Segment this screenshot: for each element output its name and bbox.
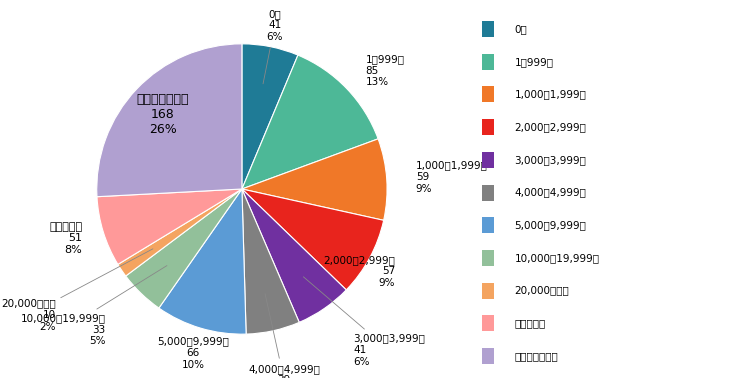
- Wedge shape: [125, 189, 242, 308]
- Wedge shape: [242, 189, 299, 334]
- Text: 4,000〜4,999円
39
6%: 4,000〜4,999円 39 6%: [248, 294, 320, 378]
- Text: 10,000〜19,999円: 10,000〜19,999円: [514, 253, 600, 263]
- FancyBboxPatch shape: [482, 54, 494, 70]
- FancyBboxPatch shape: [482, 21, 494, 37]
- Text: わからない
51
8%: わからない 51 8%: [49, 222, 82, 255]
- FancyBboxPatch shape: [482, 250, 494, 266]
- Text: わからない: わからない: [514, 318, 546, 328]
- Text: 0円: 0円: [514, 24, 527, 34]
- FancyBboxPatch shape: [482, 348, 494, 364]
- Text: 2,000〜2,999円
57
9%: 2,000〜2,999円 57 9%: [324, 255, 395, 288]
- Wedge shape: [242, 139, 387, 220]
- Wedge shape: [242, 44, 298, 189]
- Wedge shape: [118, 189, 242, 276]
- Text: 10,000〜19,999円
33
5%: 10,000〜19,999円 33 5%: [20, 266, 167, 347]
- Text: 1,000〜1,999円: 1,000〜1,999円: [514, 90, 586, 99]
- Wedge shape: [97, 44, 242, 197]
- Text: 家飲みをしない: 家飲みをしない: [514, 351, 558, 361]
- FancyBboxPatch shape: [482, 87, 494, 102]
- Text: 4,000〜4,999円: 4,000〜4,999円: [514, 187, 586, 198]
- FancyBboxPatch shape: [482, 119, 494, 135]
- Text: 20,000円以上: 20,000円以上: [514, 286, 569, 296]
- Text: 1〜999円: 1〜999円: [514, 57, 553, 67]
- FancyBboxPatch shape: [482, 152, 494, 168]
- Wedge shape: [242, 55, 378, 189]
- Text: 家飲みをしない
168
26%: 家飲みをしない 168 26%: [137, 93, 189, 136]
- Text: 1〜999円
85
13%: 1〜999円 85 13%: [366, 54, 404, 87]
- Text: 5,000〜9,999円: 5,000〜9,999円: [514, 220, 586, 230]
- Wedge shape: [97, 189, 242, 264]
- FancyBboxPatch shape: [482, 283, 494, 299]
- FancyBboxPatch shape: [482, 315, 494, 331]
- Text: 2,000〜2,999円: 2,000〜2,999円: [514, 122, 586, 132]
- Text: 3,000〜3,999円: 3,000〜3,999円: [514, 155, 586, 165]
- Text: 0円
41
6%: 0円 41 6%: [263, 9, 283, 84]
- FancyBboxPatch shape: [482, 184, 494, 201]
- Wedge shape: [242, 189, 383, 290]
- Text: 5,000〜9,999円
66
10%: 5,000〜9,999円 66 10%: [157, 336, 229, 370]
- FancyBboxPatch shape: [482, 217, 494, 233]
- Text: 20,000円以上
10
2%: 20,000円以上 10 2%: [1, 249, 153, 332]
- Text: 1,000〜1,999円
59
9%: 1,000〜1,999円 59 9%: [416, 161, 488, 194]
- Wedge shape: [242, 189, 346, 322]
- Text: 3,000〜3,999円
41
6%: 3,000〜3,999円 41 6%: [303, 277, 425, 367]
- Wedge shape: [159, 189, 246, 334]
